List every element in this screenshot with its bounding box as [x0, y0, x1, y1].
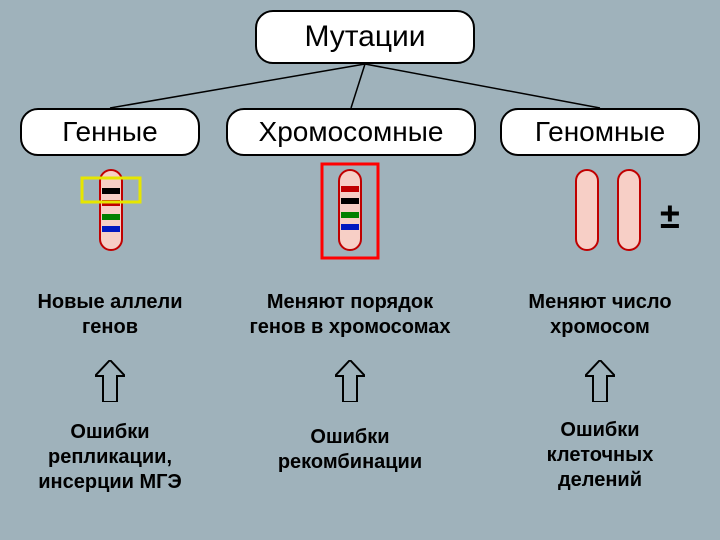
gene-cause: Ошибки репликации, инсерции МГЭ	[10, 420, 210, 495]
genome-cause-l1: Ошибки	[560, 419, 639, 441]
node-chrom-label: Хромосомные	[259, 116, 444, 148]
gene-description: Новые аллели генов	[10, 290, 210, 340]
up-arrow-genome	[585, 360, 615, 402]
up-arrow-gene	[95, 360, 125, 402]
genome-cause-l2: клеточных	[547, 444, 654, 466]
gene-desc-l1: Новые аллели	[37, 291, 182, 313]
chrom-cause-l1: Ошибки	[310, 426, 389, 448]
plus-minus-text: ±	[660, 195, 680, 236]
genome-description: Меняют число хромосом	[500, 290, 700, 340]
chrom-description: Меняют порядок генов в хромосомах	[225, 290, 475, 340]
node-genome-label: Геномные	[535, 116, 665, 148]
root-node: Мутации	[255, 10, 475, 64]
gene-cause-l2: репликации,	[48, 446, 172, 468]
root-label: Мутации	[304, 20, 425, 54]
genome-desc-l2: хромосом	[550, 316, 650, 338]
chrom-cause-l2: рекомбинации	[278, 451, 422, 473]
node-chrom: Хромосомные	[226, 108, 476, 156]
genome-desc-l1: Меняют число	[528, 291, 671, 313]
plus-minus-symbol: ±	[660, 195, 680, 237]
gene-cause-l1: Ошибки	[70, 421, 149, 443]
chrom-desc-l1: Меняют порядок	[267, 291, 433, 313]
genome-cause: Ошибки клеточных делений	[500, 418, 700, 493]
genome-cause-l3: делений	[558, 469, 642, 491]
node-gene-label: Генные	[62, 116, 157, 148]
gene-desc-l2: генов	[82, 316, 138, 338]
chrom-cause: Ошибки рекомбинации	[225, 425, 475, 475]
gene-cause-l3: инсерции МГЭ	[38, 471, 182, 493]
node-genome: Геномные	[500, 108, 700, 156]
chrom-desc-l2: генов в хромосомах	[249, 316, 450, 338]
node-gene: Генные	[20, 108, 200, 156]
up-arrow-chrom	[335, 360, 365, 402]
